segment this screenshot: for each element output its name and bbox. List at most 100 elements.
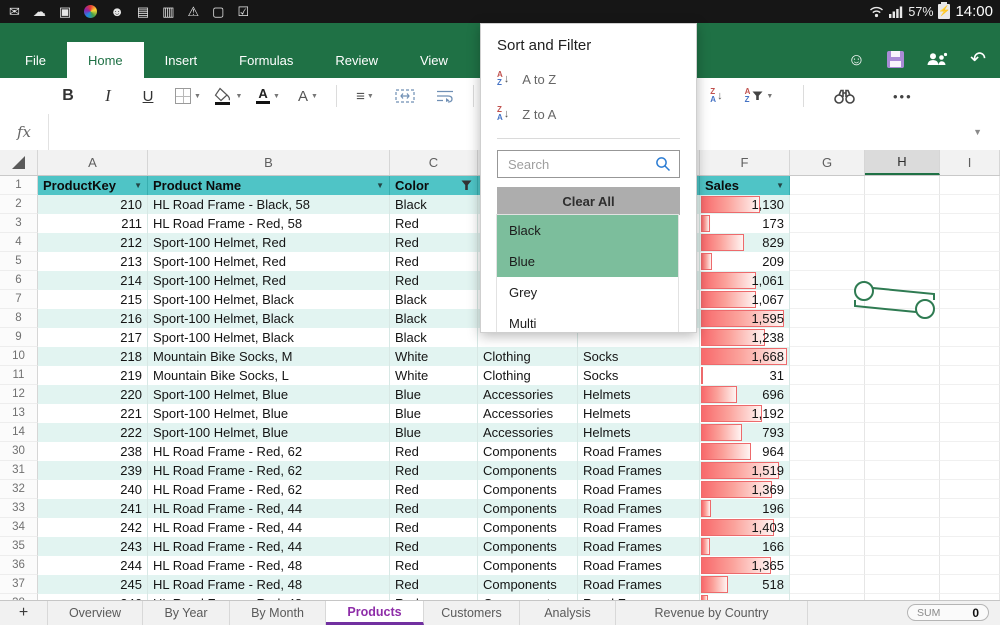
cell-color[interactable]: Red	[390, 461, 478, 480]
sum-indicator[interactable]: SUM 0	[907, 604, 989, 621]
cell-product-name[interactable]: Mountain Bike Socks, L	[148, 366, 390, 385]
row-header[interactable]: 32	[0, 480, 38, 499]
cell-color[interactable]: White	[390, 366, 478, 385]
ribbon-tab-review[interactable]: Review	[335, 52, 378, 68]
cell-color[interactable]: Red	[390, 271, 478, 290]
cell[interactable]	[940, 233, 1000, 252]
cell-color[interactable]: Black	[390, 195, 478, 214]
cell-product-name[interactable]: HL Road Frame - Red, 58	[148, 214, 390, 233]
cell-sales[interactable]: 1,519	[700, 461, 790, 480]
cell-subcategory[interactable]: Road Frames	[578, 499, 700, 518]
cell[interactable]	[940, 214, 1000, 233]
cell-subcategory[interactable]: Road Frames	[578, 518, 700, 537]
cell-category[interactable]: Components	[478, 594, 578, 600]
cell[interactable]	[865, 366, 940, 385]
cell-category[interactable]: Components	[478, 518, 578, 537]
cell-category[interactable]: Accessories	[478, 404, 578, 423]
cell-product-name[interactable]: HL Road Frame - Red, 48	[148, 594, 390, 600]
cell-productkey[interactable]: 211	[38, 214, 148, 233]
sheet-tab-customers[interactable]: Customers	[424, 601, 520, 625]
cell-sales[interactable]: 1,061	[700, 271, 790, 290]
cell-subcategory[interactable]	[578, 214, 700, 233]
filter-option-grey[interactable]: Grey	[497, 277, 678, 308]
cell-color[interactable]: Blue	[390, 423, 478, 442]
cell[interactable]	[790, 385, 865, 404]
row-header[interactable]: 2	[0, 195, 38, 214]
cell[interactable]	[940, 385, 1000, 404]
row-header[interactable]: 9	[0, 328, 38, 347]
cell-sales[interactable]: 964	[700, 442, 790, 461]
cell-category[interactable]: Components	[478, 480, 578, 499]
merge-cells-button[interactable]	[390, 81, 420, 111]
row-header[interactable]: 33	[0, 499, 38, 518]
cell-color[interactable]: Red	[390, 252, 478, 271]
cell-subcategory[interactable]: Road Frames	[578, 480, 700, 499]
cell[interactable]	[865, 290, 940, 309]
fill-color-button[interactable]: ▼	[213, 81, 243, 111]
cell-sales[interactable]: 1,668	[700, 347, 790, 366]
cell[interactable]	[790, 518, 865, 537]
cell-subcategory[interactable]: Helmets	[578, 423, 700, 442]
borders-button[interactable]: ▼	[173, 81, 203, 111]
cell-sales[interactable]: 1,192	[700, 404, 790, 423]
cell-color[interactable]: Black	[390, 328, 478, 347]
cell-productkey[interactable]: 222	[38, 423, 148, 442]
cell-sales[interactable]: 196	[700, 499, 790, 518]
cell-product-name[interactable]: Sport-100 Helmet, Blue	[148, 385, 390, 404]
cell-color[interactable]: Red	[390, 575, 478, 594]
cell[interactable]	[865, 195, 940, 214]
cell-product-name[interactable]: Sport-100 Helmet, Black	[148, 328, 390, 347]
cell-product-name[interactable]: Sport-100 Helmet, Blue	[148, 423, 390, 442]
clear-all-button[interactable]: Clear All	[497, 187, 680, 215]
cell[interactable]	[940, 518, 1000, 537]
cell[interactable]	[790, 328, 865, 347]
cell-product-name[interactable]: HL Road Frame - Red, 44	[148, 499, 390, 518]
cell-category[interactable]: Components	[478, 537, 578, 556]
cell[interactable]	[865, 461, 940, 480]
save-icon[interactable]	[887, 51, 905, 68]
header-dropdown-icon[interactable]: ▼	[376, 181, 384, 190]
selected-drawing-shape[interactable]	[845, 276, 945, 324]
cell-category[interactable]: Clothing	[478, 366, 578, 385]
cell-productkey[interactable]: 242	[38, 518, 148, 537]
cell-category[interactable]: Accessories	[478, 385, 578, 404]
cell[interactable]	[790, 214, 865, 233]
cell-productkey[interactable]: 216	[38, 309, 148, 328]
cell[interactable]	[940, 366, 1000, 385]
active-filter-funnel-icon[interactable]	[458, 180, 472, 191]
cell-product-name[interactable]: Mountain Bike Socks, M	[148, 347, 390, 366]
cell[interactable]	[940, 347, 1000, 366]
cell[interactable]	[940, 252, 1000, 271]
cell-productkey[interactable]: 241	[38, 499, 148, 518]
cell-sales[interactable]: 1,403	[700, 518, 790, 537]
header-cell-color[interactable]: Color	[390, 176, 478, 195]
underline-button[interactable]: U	[142, 87, 154, 105]
cell[interactable]	[790, 423, 865, 442]
cell-subcategory[interactable]: Socks	[578, 347, 700, 366]
select-all-corner[interactable]	[0, 150, 38, 175]
cell-color[interactable]: Red	[390, 556, 478, 575]
cell[interactable]	[865, 233, 940, 252]
cell[interactable]	[865, 328, 940, 347]
feedback-smiley-icon[interactable]: ☺	[847, 50, 866, 69]
cell-subcategory[interactable]: Road Frames	[578, 442, 700, 461]
cell-sales[interactable]: 1,130	[700, 195, 790, 214]
cell-color[interactable]: Red	[390, 518, 478, 537]
wrap-text-button[interactable]	[430, 81, 460, 111]
cell-category[interactable]: Clothing	[478, 347, 578, 366]
sheet-tab-overview[interactable]: Overview	[48, 601, 143, 625]
cell-subcategory[interactable]: Road Frames	[578, 537, 700, 556]
font-size-button[interactable]: A ▼	[298, 87, 318, 105]
row-header[interactable]: 14	[0, 423, 38, 442]
cell-color[interactable]: Red	[390, 233, 478, 252]
cell-productkey[interactable]: 212	[38, 233, 148, 252]
cell-sales[interactable]: 1,365	[700, 556, 790, 575]
undo-icon[interactable]: ↶	[970, 49, 986, 70]
row-header[interactable]: 13	[0, 404, 38, 423]
cell-sales[interactable]: 209	[700, 252, 790, 271]
row-header[interactable]: 10	[0, 347, 38, 366]
cell-sales[interactable]: 166	[700, 537, 790, 556]
ribbon-tab-insert[interactable]: Insert	[164, 52, 198, 68]
